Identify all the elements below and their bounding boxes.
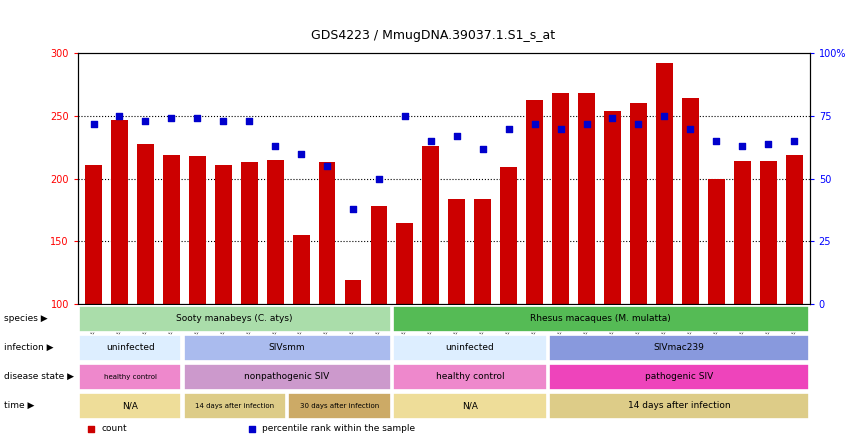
Bar [111, 120, 128, 304]
Point [475, 145, 489, 152]
Text: Sooty manabeys (C. atys): Sooty manabeys (C. atys) [177, 314, 293, 323]
Bar [501, 167, 517, 304]
Text: time ▶: time ▶ [4, 401, 35, 410]
Bar [184, 334, 391, 361]
Bar [189, 156, 206, 304]
Point [84, 425, 98, 432]
Text: 14 days after infection: 14 days after infection [195, 403, 275, 408]
Point [449, 132, 463, 139]
Bar [85, 165, 102, 304]
Bar [267, 160, 283, 304]
Text: 14 days after infection: 14 days after infection [628, 401, 730, 410]
Text: SIVmac239: SIVmac239 [654, 343, 704, 352]
Text: N/A: N/A [462, 401, 478, 410]
Bar [184, 392, 286, 419]
Point [294, 150, 308, 157]
Text: GDS4223 / MmugDNA.39037.1.S1_s_at: GDS4223 / MmugDNA.39037.1.S1_s_at [311, 29, 555, 42]
Bar [392, 305, 809, 332]
Bar [785, 155, 803, 304]
Point [113, 112, 126, 119]
Bar [392, 392, 547, 419]
Point [683, 125, 697, 132]
Point [165, 115, 178, 122]
Bar [527, 100, 543, 304]
Point [320, 163, 334, 170]
Bar [345, 280, 361, 304]
Bar [423, 146, 439, 304]
Point [787, 138, 801, 145]
Text: Rhesus macaques (M. mulatta): Rhesus macaques (M. mulatta) [530, 314, 671, 323]
Bar [371, 206, 387, 304]
Bar [475, 199, 491, 304]
Bar [656, 63, 673, 304]
Bar [734, 161, 751, 304]
Bar [79, 392, 182, 419]
Bar [553, 93, 569, 304]
Bar [449, 199, 465, 304]
Text: percentile rank within the sample: percentile rank within the sample [262, 424, 416, 433]
Bar [708, 178, 725, 304]
Text: infection ▶: infection ▶ [4, 343, 54, 352]
Point [268, 143, 282, 150]
Point [631, 120, 645, 127]
Bar [549, 364, 809, 390]
Text: healthy control: healthy control [104, 373, 157, 380]
Text: species ▶: species ▶ [4, 314, 48, 323]
Text: count: count [101, 424, 127, 433]
Bar [79, 334, 182, 361]
Bar [549, 334, 809, 361]
Text: N/A: N/A [122, 401, 139, 410]
Bar [682, 99, 699, 304]
Point [245, 425, 259, 432]
Bar [288, 392, 391, 419]
Bar [241, 163, 258, 304]
Point [501, 125, 515, 132]
Text: disease state ▶: disease state ▶ [4, 372, 74, 381]
Point [657, 112, 671, 119]
Point [242, 118, 256, 125]
Text: SIVsmm: SIVsmm [268, 343, 306, 352]
Text: nonpathogenic SIV: nonpathogenic SIV [244, 372, 330, 381]
Bar [759, 161, 777, 304]
Point [527, 120, 541, 127]
Text: uninfected: uninfected [106, 343, 155, 352]
Bar [79, 305, 391, 332]
Bar [215, 165, 232, 304]
Point [735, 143, 749, 150]
Bar [578, 93, 595, 304]
Point [579, 120, 593, 127]
Bar [549, 392, 809, 419]
Text: healthy control: healthy control [436, 372, 504, 381]
Bar [604, 111, 621, 304]
Text: pathogenic SIV: pathogenic SIV [645, 372, 714, 381]
Bar [163, 155, 180, 304]
Bar [630, 103, 647, 304]
Point [398, 112, 412, 119]
Bar [392, 334, 547, 361]
Text: 30 days after infection: 30 days after infection [300, 403, 379, 408]
Bar [137, 143, 154, 304]
Point [605, 115, 619, 122]
Point [139, 118, 152, 125]
Point [216, 118, 230, 125]
Bar [392, 364, 547, 390]
Bar [79, 364, 182, 390]
Point [191, 115, 204, 122]
Bar [319, 163, 335, 304]
Point [372, 175, 386, 182]
Point [553, 125, 567, 132]
Bar [184, 364, 391, 390]
Bar [397, 222, 413, 304]
Point [709, 138, 723, 145]
Text: uninfected: uninfected [446, 343, 494, 352]
Point [761, 140, 775, 147]
Point [424, 138, 438, 145]
Point [346, 205, 360, 212]
Point [87, 120, 100, 127]
Bar [293, 235, 309, 304]
